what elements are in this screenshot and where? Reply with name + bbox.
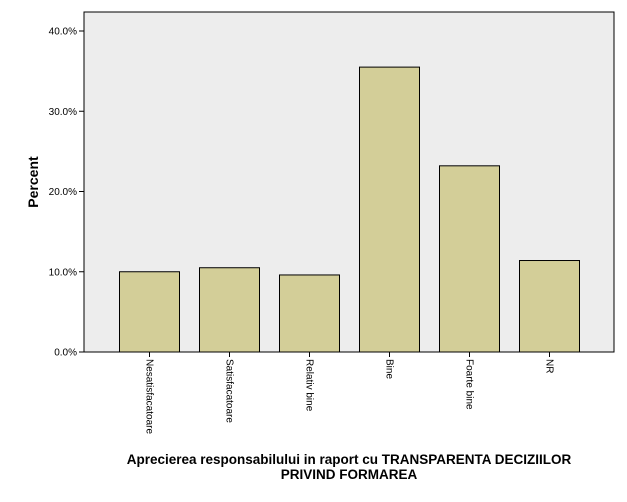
x-tick-label: NR bbox=[544, 359, 555, 373]
bar-nesatisfacatoare bbox=[119, 271, 180, 353]
y-tick-label: 0.0% bbox=[54, 348, 77, 359]
x-tick-label: Bine bbox=[384, 359, 395, 379]
bar-satisfacatoare bbox=[199, 267, 260, 353]
bar-nr bbox=[519, 260, 580, 353]
bar-bine bbox=[359, 66, 420, 353]
x-tick-label: Satisfacatoare bbox=[224, 359, 235, 423]
bar-foarte-bine bbox=[439, 165, 500, 353]
y-axis-ticks: 0.0% 10.0% 20.0% 30.0% 40.0% bbox=[49, 27, 84, 359]
x-tick-label: Relativ bine bbox=[304, 359, 315, 412]
y-tick-label: 10.0% bbox=[49, 267, 77, 278]
x-tick-label: Foarte bine bbox=[464, 359, 475, 410]
bars-group bbox=[119, 66, 580, 353]
x-axis-ticks: Nesatisfacatoare Satisfacatoare Relativ bi… bbox=[144, 352, 555, 434]
y-tick-label: 40.0% bbox=[49, 27, 77, 38]
x-axis-title-line-2: PRIVIND FORMAREA bbox=[281, 467, 418, 482]
bar-relativ-bine bbox=[279, 274, 340, 353]
y-axis-title: Percent bbox=[25, 156, 41, 208]
y-tick-label: 20.0% bbox=[49, 187, 77, 198]
x-tick-label: Nesatisfacatoare bbox=[144, 359, 155, 434]
y-tick-label: 30.0% bbox=[49, 107, 77, 118]
x-axis-title-line-1: Aprecierea responsabilului in raport cu … bbox=[127, 452, 572, 467]
